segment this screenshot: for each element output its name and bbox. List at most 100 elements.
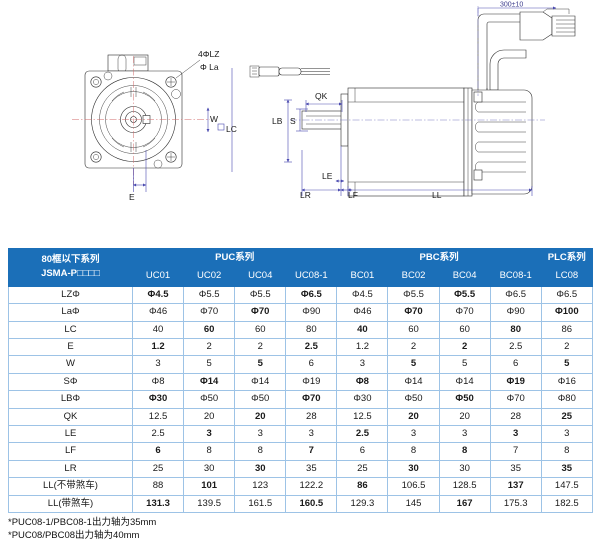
cell: Φ90 bbox=[285, 303, 338, 322]
cell: 80 bbox=[285, 320, 338, 340]
column-header-bc02: BC02 bbox=[387, 265, 440, 287]
label-lf: LF bbox=[348, 190, 358, 200]
spec-table-container: 80框以下系列 JSMA-P□□□□ PUC系列 PBC系列 PLC系列 UC0… bbox=[8, 247, 593, 514]
cell: 35 bbox=[540, 459, 593, 479]
label-w: W bbox=[210, 114, 218, 124]
cell: Φ5.5 bbox=[387, 285, 440, 305]
cell: 2.5 bbox=[489, 338, 542, 357]
cell: 6 bbox=[285, 355, 338, 374]
table-corner-cell: 80框以下系列 JSMA-P□□□□ bbox=[8, 248, 133, 287]
cell: 25 bbox=[540, 407, 593, 427]
group-header-pbc: PBC系列 bbox=[336, 247, 542, 267]
corner-line-2: JSMA-P□□□□ bbox=[41, 268, 100, 280]
cell: 2.5 bbox=[285, 338, 338, 357]
label-e: E bbox=[129, 192, 135, 202]
cell: 5 bbox=[438, 355, 491, 374]
cell: 3 bbox=[540, 425, 593, 444]
row-label: LE bbox=[8, 425, 133, 444]
cell: 5 bbox=[234, 355, 287, 374]
row-label: LZΦ bbox=[8, 285, 133, 305]
cell: 182.5 bbox=[540, 494, 593, 514]
cell: 3 bbox=[131, 355, 185, 374]
label-ll: LL bbox=[432, 190, 442, 200]
cell: 40 bbox=[131, 320, 185, 340]
cell: Φ50 bbox=[234, 390, 287, 409]
column-header-uc01: UC01 bbox=[131, 265, 185, 287]
cell: 139.5 bbox=[183, 494, 236, 514]
cell: 25 bbox=[131, 459, 185, 479]
cell: 1.2 bbox=[336, 338, 389, 357]
cell: Φ14 bbox=[183, 372, 236, 392]
table-row: LaΦ Φ46 Φ70 Φ70 Φ90 Φ46 Φ70 Φ70 Φ90 Φ100 bbox=[8, 303, 593, 322]
table-row: LF 6 8 8 7 6 8 8 7 8 bbox=[8, 442, 593, 461]
cell: 8 bbox=[438, 442, 491, 461]
cell: 28 bbox=[489, 407, 542, 427]
table-row: LL(带煞车) 131.3 139.5 161.5 160.5 129.3 145 167 17… bbox=[8, 494, 593, 514]
label-lc: LC bbox=[226, 124, 237, 134]
cell: Φ5.5 bbox=[438, 285, 491, 305]
row-label: LBΦ bbox=[8, 390, 133, 409]
cell: Φ8 bbox=[131, 372, 185, 392]
column-header-uc08-1: UC08-1 bbox=[285, 265, 338, 287]
corner-line-1: 80框以下系列 bbox=[41, 254, 100, 266]
row-label: QK bbox=[8, 407, 133, 427]
table-group-row: 80框以下系列 JSMA-P□□□□ PUC系列 PBC系列 PLC系列 bbox=[8, 247, 593, 287]
footnotes: *PUC08-1/PBC08-1出力轴为35mm *PUC08/PBC08出力轴… bbox=[8, 516, 568, 542]
cell: 122.2 bbox=[285, 477, 338, 496]
cell: 60 bbox=[387, 320, 440, 340]
cell: 2 bbox=[387, 338, 440, 357]
cell: 160.5 bbox=[285, 494, 338, 514]
label-cable-length: 300±10 bbox=[500, 2, 523, 9]
footnote-1: *PUC08-1/PBC08-1出力轴为35mm bbox=[8, 517, 157, 528]
cell: 6 bbox=[131, 442, 185, 461]
table-row: E 1.2 2 2 2.5 1.2 2 2 2.5 2 bbox=[8, 338, 593, 357]
table-row: LBΦ Φ30 Φ50 Φ50 Φ70 Φ30 Φ50 Φ50 Φ70 Φ80 bbox=[8, 390, 593, 409]
cell: Φ14 bbox=[387, 372, 440, 392]
cell: 161.5 bbox=[234, 494, 287, 514]
cell: 3 bbox=[438, 425, 491, 444]
cell: 6 bbox=[336, 442, 389, 461]
cell: 60 bbox=[234, 320, 287, 340]
cell: Φ6.5 bbox=[489, 285, 542, 305]
cell: 3 bbox=[336, 355, 389, 374]
row-label: E bbox=[8, 338, 133, 357]
cell: 123 bbox=[234, 477, 287, 496]
cell: 101 bbox=[183, 477, 236, 496]
cell: 106.5 bbox=[387, 477, 440, 496]
cell: 60 bbox=[183, 320, 236, 340]
footnote-2: *PUC08/PBC08出力轴为40mm bbox=[8, 530, 140, 541]
cell: 5 bbox=[183, 355, 236, 374]
cell: 3 bbox=[285, 425, 338, 444]
cell: 128.5 bbox=[438, 477, 491, 496]
cell: Φ16 bbox=[540, 372, 593, 392]
column-header-bc01: BC01 bbox=[336, 265, 389, 287]
cell: Φ19 bbox=[489, 372, 542, 392]
table-row: LR 25 30 30 35 25 30 30 35 35 bbox=[8, 459, 593, 479]
row-label: W bbox=[8, 355, 133, 374]
cell: Φ8 bbox=[336, 372, 389, 392]
label-lb: LB bbox=[272, 116, 283, 126]
cell: 147.5 bbox=[540, 477, 593, 496]
cell: Φ6.5 bbox=[540, 285, 593, 305]
label-s: S bbox=[290, 116, 296, 126]
cell: 12.5 bbox=[131, 407, 185, 427]
cell: 30 bbox=[387, 459, 440, 479]
cell: 20 bbox=[438, 407, 491, 427]
cell: 3 bbox=[234, 425, 287, 444]
column-header-uc04: UC04 bbox=[234, 265, 287, 287]
cell: 8 bbox=[234, 442, 287, 461]
cell: Φ100 bbox=[540, 303, 593, 322]
cell: 30 bbox=[183, 459, 236, 479]
column-header-lc08: LC08 bbox=[540, 265, 593, 287]
cell: Φ14 bbox=[234, 372, 287, 392]
cell: 167 bbox=[438, 494, 491, 514]
cell: 6 bbox=[489, 355, 542, 374]
row-label: LL(不带煞车) bbox=[8, 477, 133, 496]
cell: 60 bbox=[438, 320, 491, 340]
cell: Φ70 bbox=[438, 303, 491, 322]
cell: 2 bbox=[540, 338, 593, 357]
table-body: LZΦ Φ4.5 Φ5.5 Φ5.5 Φ6.5 Φ4.5 Φ5.5 Φ5.5 Φ6.5 Φ6.5 L… bbox=[8, 285, 593, 514]
table-row: LL(不带煞车) 88 101 123 122.2 86 106.5 128.5 137 147.… bbox=[8, 477, 593, 496]
cell: 2.5 bbox=[131, 425, 185, 444]
